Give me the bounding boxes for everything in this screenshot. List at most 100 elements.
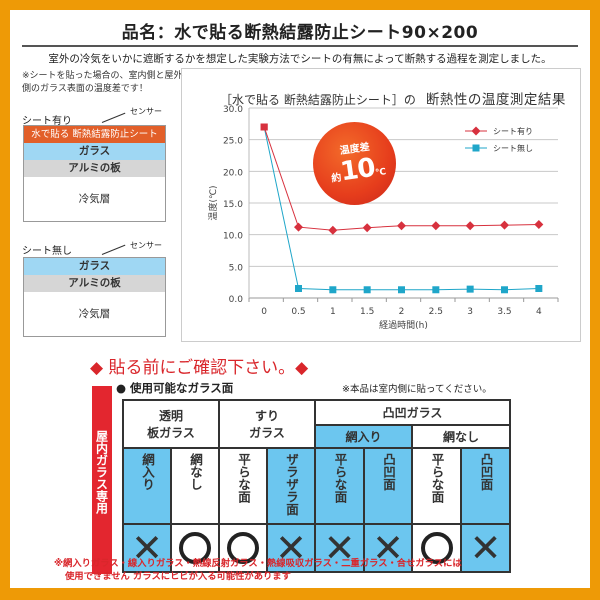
data-point <box>329 286 337 294</box>
data-point <box>501 286 508 294</box>
with-sheet-label: シート有り <box>22 116 72 127</box>
circle-icon <box>420 532 453 564</box>
circle-icon <box>179 532 211 564</box>
footnote-line1: ※網入りガラス・線入りガラス・熱線反射ガラス・熱線吸収ガラス・二重ガラス・合せガ… <box>54 558 462 569</box>
column-label: 平らな面 <box>429 453 445 503</box>
x-tick-label: 2.5 <box>429 307 443 317</box>
inside-application-note: ※本品は室内側に貼ってください。 <box>342 384 492 395</box>
data-point <box>465 221 475 231</box>
column-label: ザラザラ面 <box>284 453 299 516</box>
chart-title: ［水で貼る 断熱結露防止シート］の 断熱性の温度測定結果 <box>220 88 566 108</box>
group-line: 透明 <box>158 409 183 423</box>
title-divider <box>22 45 578 47</box>
x-tick-label: 4 <box>536 307 542 317</box>
data-point <box>362 223 372 233</box>
y-tick-label: 0.0 <box>229 295 244 305</box>
data-point <box>397 221 406 231</box>
aluminum-layer: アルミの板 <box>24 160 165 177</box>
without-sheet-label: シート無し <box>22 246 72 257</box>
chart-title-left: ［水で貼る 断熱結露防止シート］の <box>220 93 416 107</box>
group-line: 板ガラス <box>147 426 195 440</box>
notice-heading: ◆ 貼る前にご確認下さい。◆ <box>90 358 309 378</box>
column-header: 平らな面 <box>314 447 365 525</box>
without-sheet-diagram: ガラス アルミの板 冷気層 <box>23 257 166 337</box>
column-label: 凸凹面 <box>381 453 396 491</box>
not-usable-mark: ✕ <box>266 523 316 573</box>
glass-layer: ガラス <box>24 143 165 160</box>
column-label: 網入り <box>140 453 155 491</box>
cross-icon: ✕ <box>275 526 307 570</box>
column-label: 凸凹面 <box>478 453 494 491</box>
group-line: ガラス <box>249 426 285 440</box>
subgroup-non-wired: 網なし <box>411 424 511 449</box>
y-tick-label: 20.0 <box>223 168 243 178</box>
data-point <box>466 285 474 293</box>
diagram-note: ※シートを貼った場合の、室内側と屋外側のガラス表面の温度差です！ <box>22 71 183 94</box>
series-line <box>263 126 539 231</box>
not-usable-mark: ✕ <box>460 523 511 573</box>
column-header: 網入り <box>122 447 172 525</box>
glass-layer: ガラス <box>24 258 165 275</box>
legend-label: シート有り <box>493 126 533 136</box>
column-header: 凸凹面 <box>363 447 413 525</box>
y-axis-title: 温度(℃) <box>207 185 219 220</box>
chart-frame <box>181 68 581 342</box>
y-tick-label: 30.0 <box>223 105 243 115</box>
x-tick-label: 0 <box>261 307 267 317</box>
badge-unit: ℃ <box>374 167 387 179</box>
indoor-glass-only-band: 屋内ガラス専用 <box>92 386 112 574</box>
data-point <box>328 225 338 235</box>
group-clear-plate-glass: 透明 板ガラス <box>122 399 220 449</box>
temperature-difference-badge: 温度差 約10℃ <box>313 122 396 205</box>
x-tick-label: 3 <box>467 307 473 317</box>
chart-title-right: 断熱性の温度測定結果 <box>425 92 566 108</box>
x-tick-label: 3.5 <box>497 307 511 317</box>
footnote: ※網入りガラス・線入りガラス・熱線反射ガラス・熱線吸収ガラス・二重ガラス・合せガ… <box>54 557 462 583</box>
cold-air-layer: 冷気層 <box>78 308 111 320</box>
footnote-line2: 使用できません ガラスにヒビが入る可能性があります <box>65 571 291 582</box>
data-point <box>295 285 302 292</box>
cold-air-layer: 冷気層 <box>78 193 111 205</box>
legend-square-icon <box>472 144 480 152</box>
circle-icon <box>227 532 259 564</box>
temperature-chart: 0.0 5.0 10.0 15.0 20.0 25.0 30.0 0 0.5 1 1.5 2 2.5 3 3… <box>207 105 559 331</box>
group-frosted-glass: すり ガラス <box>218 399 316 449</box>
column-header: 凸凹面 <box>460 447 511 525</box>
usable-glass-label: ● 使用可能なガラス面 <box>116 381 234 395</box>
column-header: 平らな面 <box>411 447 462 525</box>
glass-compatibility-table: 透明 板ガラス すり ガラス 凸凹ガラス 網入り 網なし 網入り 網なし 平らな… <box>122 399 511 573</box>
y-tick-label: 25.0 <box>223 137 243 147</box>
column-header: ザラザラ面 <box>266 447 316 525</box>
experiment-description: 室外の冷気をいかに遮断するかを想定した実験方法でシートの有無によって断熱する過程… <box>48 53 552 65</box>
x-tick-label: 1 <box>330 307 336 317</box>
x-axis-title: 経過時間(h) <box>379 319 428 331</box>
data-point <box>500 220 509 230</box>
y-tick-label: 5.0 <box>229 263 244 273</box>
subgroup-wired: 網入り <box>314 424 413 449</box>
column-header: 網なし <box>170 447 220 525</box>
with-sheet-diagram: 水で貼る 断熱結露防止シート ガラス アルミの板 冷気層 <box>23 125 166 222</box>
cross-icon: ✕ <box>323 526 356 570</box>
cross-icon: ✕ <box>131 526 163 570</box>
data-point <box>535 285 543 292</box>
data-point <box>432 286 440 294</box>
cross-icon: ✕ <box>372 526 404 570</box>
data-point <box>398 286 405 294</box>
data-point <box>260 123 268 131</box>
not-usable-mark: ✕ <box>122 523 172 573</box>
aluminum-layer: アルミの板 <box>24 275 165 292</box>
usable-mark <box>170 523 220 573</box>
sensor-label: センサー <box>130 107 162 116</box>
product-title: 品名：水で貼る断熱結露防止シート90×200 <box>121 23 479 43</box>
x-tick-label: 0.5 <box>291 307 305 317</box>
x-tick-label: 2 <box>399 307 405 317</box>
legend-diamond-icon <box>471 126 481 136</box>
legend-label: シート無し <box>493 143 533 153</box>
group-textured-glass: 凸凹ガラス <box>314 399 511 426</box>
data-point <box>431 221 441 231</box>
column-label: 平らな面 <box>236 453 251 503</box>
cross-icon: ✕ <box>469 526 502 570</box>
column-header: 平らな面 <box>218 447 268 525</box>
product-panel: 品名：水で貼る断熱結露防止シート90×200 室外の冷気をいかに遮断するかを想定… <box>10 10 590 588</box>
column-label: 網なし <box>188 453 203 491</box>
